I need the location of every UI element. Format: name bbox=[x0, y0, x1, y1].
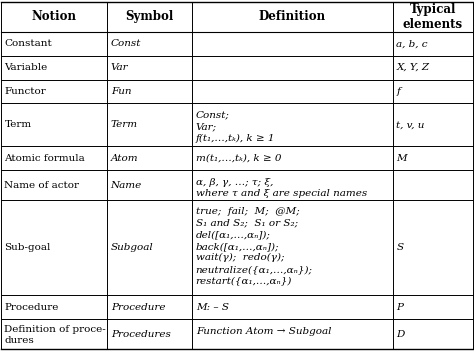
Text: Functor: Functor bbox=[4, 87, 46, 96]
Text: m(t₁,…,tₖ), k ≥ 0: m(t₁,…,tₖ), k ≥ 0 bbox=[196, 154, 281, 163]
Text: Term: Term bbox=[4, 120, 32, 130]
Text: M: M bbox=[396, 154, 407, 163]
Text: Definition of proce-
dures: Definition of proce- dures bbox=[4, 325, 106, 345]
Text: Const: Const bbox=[111, 39, 141, 48]
Text: Fun: Fun bbox=[111, 87, 131, 96]
Text: Atomic formula: Atomic formula bbox=[4, 154, 85, 163]
Text: S: S bbox=[396, 243, 403, 252]
Text: M: – S: M: – S bbox=[196, 303, 228, 312]
Text: Atom: Atom bbox=[111, 154, 138, 163]
Text: f: f bbox=[396, 87, 400, 96]
Text: t, v, u: t, v, u bbox=[396, 120, 425, 130]
Text: Notion: Notion bbox=[32, 11, 77, 24]
Text: Sub-goal: Sub-goal bbox=[4, 243, 51, 252]
Text: Typical
elements: Typical elements bbox=[403, 3, 463, 31]
Text: Procedure: Procedure bbox=[111, 303, 165, 312]
Text: Const;
Var;
f(t₁,…,tₖ), k ≥ 1: Const; Var; f(t₁,…,tₖ), k ≥ 1 bbox=[196, 111, 275, 143]
Text: Subgoal: Subgoal bbox=[111, 243, 154, 252]
Text: Procedure: Procedure bbox=[4, 303, 59, 312]
Text: true;  fail;  M;  @M;
S₁ and S₂;  S₁ or S₂;
del([α₁,…,αₙ]);
back([α₁,…,αₙ]);
wai: true; fail; M; @M; S₁ and S₂; S₁ or S₂; … bbox=[196, 207, 313, 285]
Text: Constant: Constant bbox=[4, 39, 52, 48]
Text: Term: Term bbox=[111, 120, 138, 130]
Text: Name: Name bbox=[111, 181, 142, 190]
Text: Var: Var bbox=[111, 63, 128, 72]
Text: D: D bbox=[396, 330, 405, 339]
Text: α, β, γ, …; τ; ξ,
where τ and ξ are special names: α, β, γ, …; τ; ξ, where τ and ξ are spec… bbox=[196, 178, 367, 198]
Text: a, b, c: a, b, c bbox=[396, 39, 428, 48]
Text: Name of actor: Name of actor bbox=[4, 181, 80, 190]
Text: Definition: Definition bbox=[259, 11, 326, 24]
Text: Variable: Variable bbox=[4, 63, 48, 72]
Text: Function Atom → Subgoal: Function Atom → Subgoal bbox=[196, 327, 331, 336]
Text: P: P bbox=[396, 303, 403, 312]
Text: Procedures: Procedures bbox=[111, 330, 171, 339]
Text: Symbol: Symbol bbox=[126, 11, 174, 24]
Text: X, Y, Z: X, Y, Z bbox=[396, 63, 429, 72]
